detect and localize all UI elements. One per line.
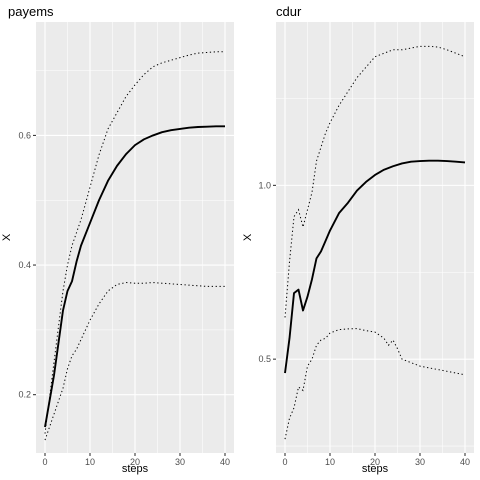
x-tick-label: 40 bbox=[460, 457, 470, 467]
x-tick-label: 20 bbox=[370, 457, 380, 467]
x-tick-label: 0 bbox=[282, 457, 287, 467]
x-tick-label: 40 bbox=[220, 457, 230, 467]
panel-title: payems bbox=[8, 4, 54, 19]
x-tick-label: 30 bbox=[415, 457, 425, 467]
panel-payems: 0 10 20 30 40 0.2 0.4 0.6 payems steps X bbox=[1, 4, 234, 475]
x-tick-label: 10 bbox=[85, 457, 95, 467]
y-tick-label: 0.4 bbox=[18, 260, 31, 270]
x-tick-label: 10 bbox=[325, 457, 335, 467]
y-axis-label: X bbox=[242, 233, 254, 241]
x-tick-label: 30 bbox=[175, 457, 185, 467]
series-line-estimate bbox=[284, 159, 466, 374]
x-tick-label: 0 bbox=[42, 457, 47, 467]
panel-cdur: 0 10 20 30 40 0.5 1.0 cdur steps X bbox=[242, 4, 474, 475]
y-tick-label: 0.6 bbox=[18, 130, 31, 140]
x-axis-label: steps bbox=[122, 463, 149, 475]
x-axis-label: steps bbox=[362, 463, 389, 475]
y-tick-label: 1.0 bbox=[258, 180, 271, 190]
series-line-band bbox=[44, 51, 225, 434]
x-tick-label: 20 bbox=[130, 457, 140, 467]
y-tick-label: 0.5 bbox=[258, 354, 271, 364]
y-axis-label: X bbox=[1, 233, 13, 241]
series-line-estimate bbox=[44, 125, 225, 428]
panel-title: cdur bbox=[276, 4, 302, 19]
y-tick-label: 0.2 bbox=[18, 390, 31, 400]
